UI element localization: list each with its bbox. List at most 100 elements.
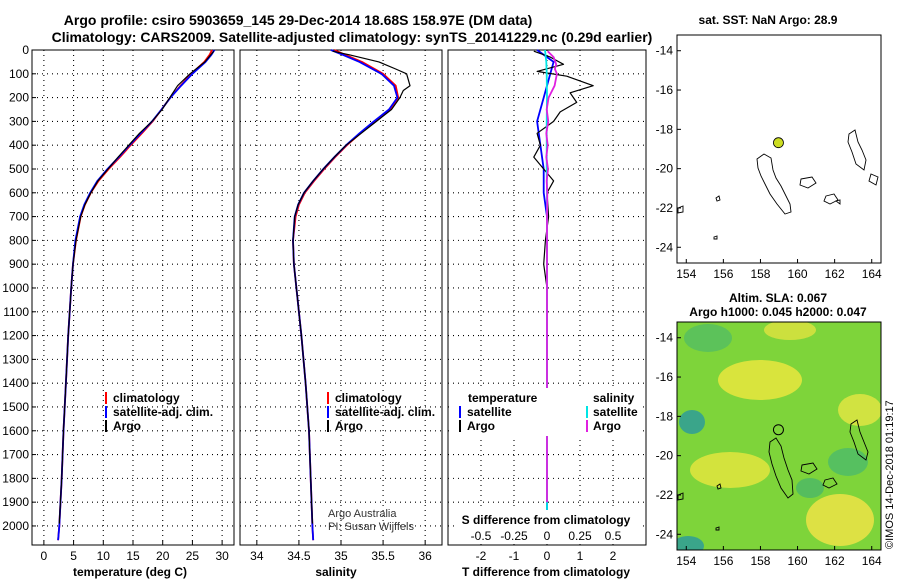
x-tick-label: -1 — [509, 549, 520, 563]
salinity-ticks: 34 34.5 35 35.5 36 — [250, 541, 432, 563]
series-line-2 — [292, 49, 399, 541]
x-tick-label: 35.5 — [371, 549, 395, 563]
salinity-profiles — [292, 49, 411, 541]
island-loyalty-3 — [849, 419, 869, 461]
float-position-marker — [772, 424, 784, 436]
x-tick-label: 30 — [215, 549, 229, 563]
sla-patch-warm-1 — [718, 360, 802, 400]
s-tick-label: -0.5 — [471, 529, 492, 543]
figure-title-line2: Climatology: CARS2009. Satellite-adjuste… — [52, 29, 653, 45]
x-tick-label: 0 — [41, 549, 48, 563]
legend-s-argo-label: Argo — [593, 419, 621, 433]
map-y-tick-label: -20 — [656, 449, 674, 463]
temperature-legend: climatology satellite-adj. clim. Argo — [105, 391, 213, 433]
series-line-1 — [57, 49, 213, 541]
y-tick-label: 300 — [9, 114, 29, 128]
s-tick-label: -0.25 — [500, 529, 528, 543]
sla-map-subtitle: Argo h1000: 0.045 h2000: 0.047 — [689, 305, 867, 319]
y-tick-label: 600 — [9, 186, 29, 200]
salinity-grid — [240, 49, 442, 545]
map-x-tick-label: 156 — [713, 267, 733, 281]
island-loyalty-2 — [822, 477, 838, 489]
x-tick-label: 10 — [97, 549, 111, 563]
sla-map-frame — [676, 321, 882, 551]
legend-satellite-label: satellite-adj. clim. — [335, 405, 435, 419]
x-tick-label: 34.5 — [287, 549, 311, 563]
y-tick-label: 700 — [9, 210, 29, 224]
annotation-line1: Argo Australia — [328, 508, 397, 520]
x-tick-label: 20 — [156, 549, 170, 563]
map-y-tick-label: -22 — [656, 488, 674, 502]
map-y-tick-label: -14 — [656, 44, 674, 58]
island-loyalty-3 — [847, 129, 867, 171]
series-line-2 — [57, 49, 216, 541]
sla-map-coastline — [677, 419, 869, 531]
map-x-tick-label: 156 — [713, 554, 733, 568]
s-tick-label: 0.5 — [605, 529, 622, 543]
map-x-tick-label: 154 — [676, 554, 696, 568]
temperature-xlabel: temperature (deg C) — [73, 565, 187, 579]
y-tick-label: 400 — [9, 138, 29, 152]
x-tick-label: 15 — [126, 549, 140, 563]
depth-ticks: 0 100 200 300 400 500 600 700 800 900 1000 1100 1200… — [2, 43, 36, 533]
y-tick-label: 1600 — [2, 424, 29, 438]
x-tick-label: 35 — [334, 549, 348, 563]
x-tick-label: 36 — [418, 549, 432, 563]
island-loyalty-4 — [868, 173, 879, 186]
map-y-tick-label: -18 — [656, 409, 674, 423]
legend-t-argo-label: Argo — [467, 419, 495, 433]
temperature-grid — [32, 49, 234, 545]
annotation-line2: PI: Susan Wijffels — [328, 521, 414, 533]
y-tick-label: 1100 — [3, 305, 29, 319]
island-small-2 — [677, 492, 684, 501]
island-small-3 — [715, 526, 720, 531]
island-small-2 — [677, 205, 684, 214]
difference-legend-bg — [452, 388, 642, 436]
map-y-tick-label: -16 — [656, 370, 674, 384]
legend-climatology-label: climatology — [335, 391, 402, 405]
sla-patch-warm-4 — [838, 394, 881, 426]
sla-patch-warm-2 — [690, 452, 770, 488]
y-tick-label: 500 — [9, 162, 29, 176]
island-loyalty-1 — [799, 176, 817, 189]
y-tick-label: 2000 — [2, 519, 29, 533]
legend-argo-label: Argo — [113, 419, 141, 433]
legend-argo-label: Argo — [335, 419, 363, 433]
sla-patch-warm-3 — [806, 494, 874, 546]
s-difference-xlabel: S difference from climatology — [462, 513, 631, 527]
salinity-xlabel: salinity — [315, 565, 357, 579]
sla-field — [677, 322, 881, 550]
map-y-tick-label: -24 — [656, 240, 674, 254]
sla-map-panel: Altim. SLA: 0.067 Argo h1000: 0.045 h200… — [656, 291, 882, 568]
map-x-tick-label: 164 — [862, 267, 882, 281]
map-y-tick-label: -14 — [656, 331, 674, 345]
y-tick-label: 1900 — [2, 495, 29, 509]
sla-patch-cool-1 — [679, 410, 705, 434]
island-small-3 — [713, 235, 718, 240]
sla-patch-warm-5 — [764, 322, 816, 340]
series-line-3 — [58, 50, 215, 524]
x-tick-label: 34 — [250, 549, 264, 563]
legend-salinity-title: salinity — [593, 391, 635, 405]
legend-climatology-label: climatology — [113, 391, 180, 405]
map-x-tick-label: 162 — [825, 554, 845, 568]
s-tick-label: 0 — [544, 529, 551, 543]
t-difference-xlabel: T difference from climatology — [462, 565, 630, 579]
difference-legend: temperature salinity satellite Argo sate… — [452, 388, 642, 436]
y-tick-label: 1400 — [2, 376, 29, 390]
s-tick-label: 0.25 — [568, 529, 592, 543]
series-line-1 — [536, 49, 555, 526]
series-line-3 — [292, 50, 411, 524]
legend-satellite-label: satellite-adj. clim. — [113, 405, 213, 419]
x-tick-label: 25 — [186, 549, 200, 563]
s-axis-label-bg — [455, 510, 641, 544]
temperature-panel: 0100200300400500600700800900100011001200… — [2, 43, 235, 579]
sla-map-ticks: 154 156 158 160 162 164 -14 -16 -18 -20 -22 -24 — [656, 331, 882, 568]
map-x-tick-label: 164 — [862, 554, 882, 568]
island-loyalty-1 — [800, 462, 818, 475]
map-y-tick-label: -22 — [656, 201, 674, 215]
island-new-caledonia — [756, 153, 792, 215]
salinity-legend: climatology satellite-adj. clim. Argo — [327, 391, 435, 433]
y-tick-label: 1500 — [2, 400, 29, 414]
